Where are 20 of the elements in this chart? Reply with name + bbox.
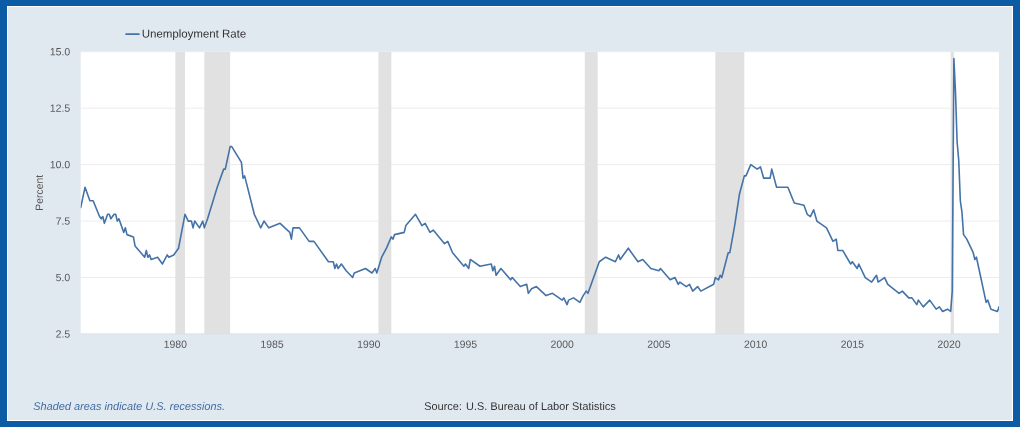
x-tick-label: 1985 xyxy=(261,340,284,348)
legend-label: Unemployment Rate xyxy=(142,29,246,40)
text: Shaded areas indicate U.S. recessions. xyxy=(33,401,224,411)
x-tick-label: 2015 xyxy=(841,340,864,348)
source-note: Source: U.S. Bureau of Labor Statistics xyxy=(424,401,616,411)
y-axis-title: Percent xyxy=(35,174,43,211)
y-tick-label: 12.5 xyxy=(50,104,70,112)
x-tick-label: 1995 xyxy=(454,340,477,348)
x-tick-label: 1990 xyxy=(357,340,380,348)
line-series xyxy=(80,57,1000,313)
x-tick-label: 2000 xyxy=(551,340,574,348)
y-tick-label: 15.0 xyxy=(50,48,70,56)
x-tick-label: 2020 xyxy=(937,340,961,348)
y-tick-label: 2.5 xyxy=(56,330,70,338)
y-tick-label: 5.0 xyxy=(56,273,70,282)
x-tick-label: 2005 xyxy=(647,340,671,348)
x-tick-label: 2010 xyxy=(744,340,767,348)
y-tick-label: 10.0 xyxy=(50,160,70,169)
y-tick-label: 7.5 xyxy=(56,217,70,225)
x-tick-label: 1980 xyxy=(164,340,187,348)
